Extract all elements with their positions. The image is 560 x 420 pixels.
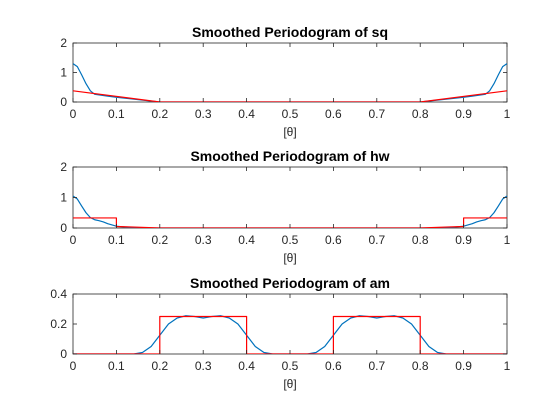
x-tick-label: 0.5 [282, 233, 299, 247]
panel-am: Smoothed Periodogram of am 0 0.1 0.2 0.3 0.4… [50, 275, 510, 391]
x-tick-label: 0 [70, 107, 77, 121]
x-tick-label: 1 [504, 107, 511, 121]
x-tick-label: 0 [70, 359, 77, 373]
axes-box [72, 42, 508, 103]
x-axis-label: [θ] [283, 251, 296, 265]
x-tick-label: 0.9 [455, 359, 472, 373]
panel-sq: Smoothed Periodogram of sq 0 0.1 0.2 0.3 0.4… [60, 24, 510, 139]
x-tick-label: 1 [504, 233, 511, 247]
x-tick-label: 0.1 [108, 359, 125, 373]
x-tick-label: 0.4 [238, 107, 255, 121]
panel-title: Smoothed Periodogram of hw [190, 148, 389, 164]
x-tick-label: 0.8 [412, 359, 429, 373]
x-tick-label: 0 [70, 233, 77, 247]
axes-box [72, 293, 508, 355]
x-tick-label: 0.2 [151, 359, 168, 373]
ticks: 0 0.1 0.2 0.3 0.4 0.5 0.6 0.7 0.8 0.9 1 0 0.2 0.4 [50, 287, 510, 373]
x-tick-label: 0.1 [108, 107, 125, 121]
y-tick-label: 0.2 [50, 317, 67, 331]
plot-area [73, 195, 507, 228]
x-tick-label: 0.2 [151, 233, 168, 247]
y-tick-label: 0 [60, 347, 67, 361]
x-axis-label: [θ] [283, 125, 296, 139]
y-tick-label: 2 [60, 160, 67, 174]
panel-hw: Smoothed Periodogram of hw 0 0.1 0.2 0.3 0.4… [60, 148, 510, 265]
y-tick-label: 1 [60, 66, 67, 80]
x-tick-label: 0.6 [325, 107, 342, 121]
plot-area [73, 315, 507, 354]
x-tick-label: 0.6 [325, 233, 342, 247]
ticks: 0 0.1 0.2 0.3 0.4 0.5 0.6 0.7 0.8 0.9 1 0 1 2 [60, 36, 510, 121]
panel-title: Smoothed Periodogram of am [190, 275, 390, 291]
x-tick-label: 0.2 [151, 107, 168, 121]
y-tick-label: 0 [60, 221, 67, 235]
x-tick-label: 0.1 [108, 233, 125, 247]
plot-area [73, 63, 507, 102]
x-axis-label: [θ] [283, 377, 296, 391]
x-tick-label: 0.7 [368, 359, 385, 373]
series-line-blue [73, 63, 507, 102]
y-tick-label: 2 [60, 36, 67, 50]
x-tick-label: 0.5 [282, 107, 299, 121]
series-line-blue [73, 195, 507, 228]
x-tick-label: 0.9 [455, 233, 472, 247]
x-tick-label: 0.9 [455, 107, 472, 121]
series-line-red [73, 90, 507, 102]
ticks: 0 0.1 0.2 0.3 0.4 0.5 0.6 0.7 0.8 0.9 1 0 1 2 [60, 160, 510, 247]
x-tick-label: 0.3 [195, 359, 212, 373]
y-tick-label: 0.4 [50, 287, 67, 301]
x-tick-label: 1 [504, 359, 511, 373]
x-tick-label: 0.5 [282, 359, 299, 373]
y-tick-label: 0 [60, 95, 67, 109]
panel-title: Smoothed Periodogram of sq [192, 24, 388, 40]
y-tick-label: 1 [60, 191, 67, 205]
x-tick-label: 0.4 [238, 359, 255, 373]
x-tick-label: 0.7 [368, 107, 385, 121]
x-tick-label: 0.8 [412, 233, 429, 247]
series-line-red [73, 217, 507, 228]
series-line-blue [73, 315, 507, 354]
x-tick-label: 0.8 [412, 107, 429, 121]
x-tick-label: 0.4 [238, 233, 255, 247]
x-tick-label: 0.3 [195, 107, 212, 121]
x-tick-label: 0.7 [368, 233, 385, 247]
series-line-red [73, 315, 507, 354]
x-tick-label: 0.3 [195, 233, 212, 247]
axes-box [72, 166, 508, 229]
x-tick-label: 0.6 [325, 359, 342, 373]
